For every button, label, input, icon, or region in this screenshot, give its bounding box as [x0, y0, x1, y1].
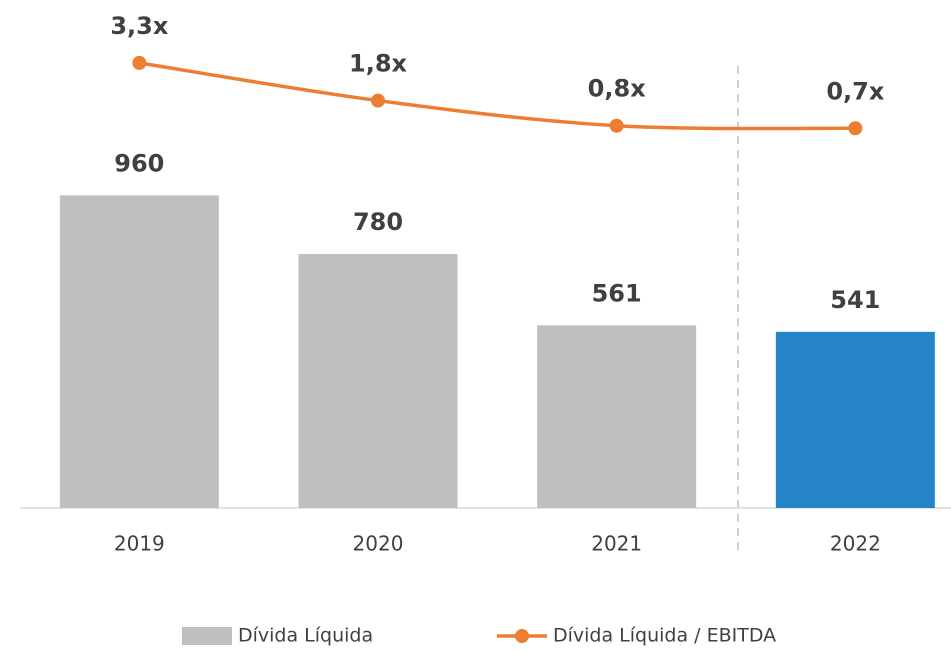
data-label: 541	[830, 286, 880, 314]
data-label: 3,3x	[110, 12, 169, 40]
line-marker	[848, 121, 863, 136]
data-label: 960	[114, 149, 164, 177]
legend-label: Dívida Líquida	[238, 625, 373, 647]
bar	[537, 325, 697, 508]
legend-swatch	[515, 629, 529, 643]
x-tick-label: 2020	[353, 532, 404, 556]
legend-label: Dívida Líquida / EBITDA	[553, 625, 776, 647]
bar	[775, 331, 935, 508]
legend-swatch	[182, 627, 232, 645]
line-marker	[132, 55, 147, 70]
data-label: 0,7x	[826, 77, 885, 105]
data-label: 1,8x	[349, 50, 408, 78]
bar	[298, 254, 458, 508]
x-tick-label: 2021	[591, 532, 642, 556]
x-tick-label: 2019	[114, 532, 165, 556]
line	[139, 61, 856, 131]
line-marker	[609, 118, 624, 133]
data-label: 780	[353, 208, 403, 236]
data-label: 0,8x	[588, 75, 647, 103]
line-marker	[371, 93, 386, 108]
bar	[59, 195, 219, 508]
x-tick-label: 2022	[830, 532, 881, 556]
data-label: 561	[592, 279, 642, 307]
